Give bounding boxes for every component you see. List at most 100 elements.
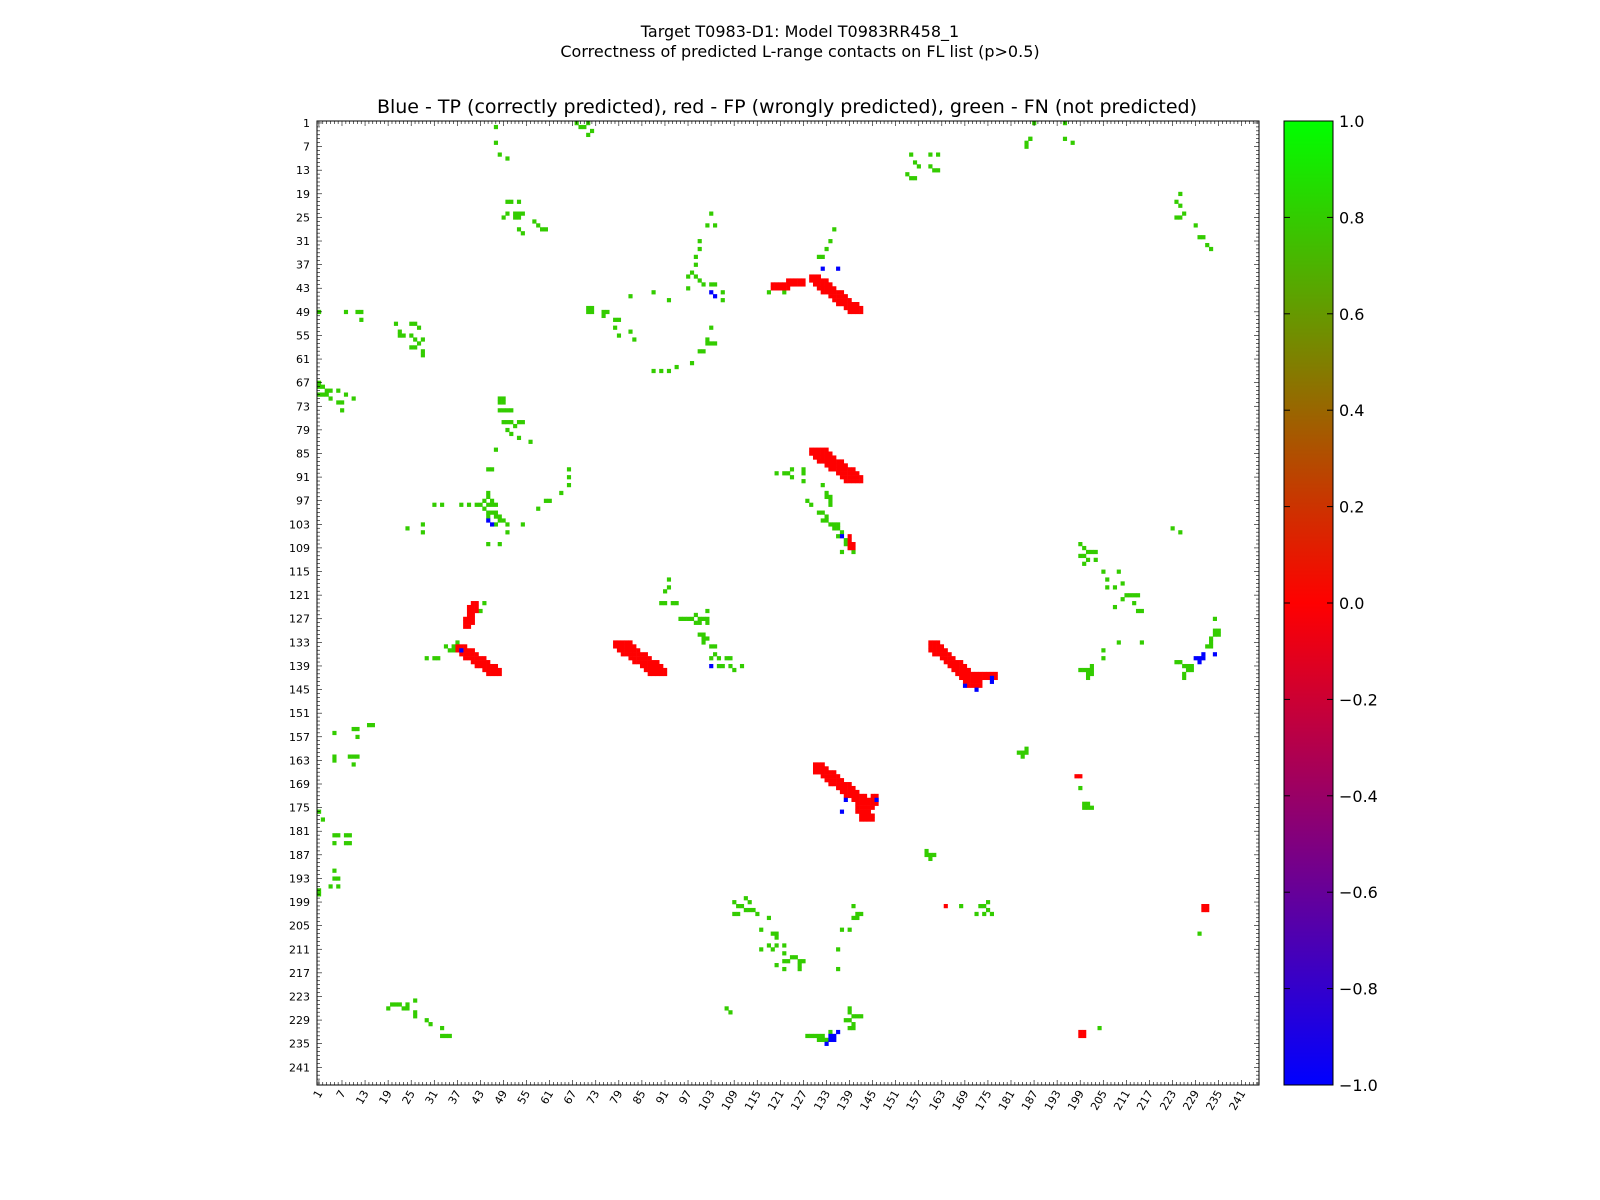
fn-cell <box>770 931 775 936</box>
fn-cell <box>732 911 737 917</box>
tp-cell <box>1197 660 1202 665</box>
fn-cell <box>693 274 698 279</box>
fn-cell <box>501 400 506 405</box>
fn-cell <box>513 211 518 216</box>
fp-cell <box>847 309 852 315</box>
fn-cell <box>859 1014 864 1019</box>
fn-cell <box>390 1002 395 1007</box>
fn-cell <box>509 408 514 413</box>
x-tick-label: 205 <box>1088 1088 1110 1113</box>
fn-cell <box>697 239 702 244</box>
fn-cell <box>324 388 329 393</box>
fp-cell <box>859 305 864 311</box>
fn-cell <box>982 911 987 917</box>
fp-cell <box>836 459 841 464</box>
fp-cell <box>797 278 802 283</box>
fp-cell <box>1078 1029 1083 1035</box>
fp-cell <box>839 294 845 299</box>
x-tick-label: 139 <box>834 1088 856 1113</box>
colorbar-tick-label: 0.8 <box>1339 208 1364 227</box>
y-tick-label: 115 <box>289 566 310 579</box>
fp-cell <box>986 675 991 681</box>
fp-cell <box>793 278 798 283</box>
fn-cell <box>912 176 918 181</box>
fn-cell <box>1132 593 1137 598</box>
fp-cell <box>986 671 991 677</box>
fn-cell <box>709 211 714 216</box>
fp-cell <box>466 620 472 625</box>
fp-cell <box>812 766 818 771</box>
fp-cell <box>828 774 833 779</box>
fn-cell <box>320 392 325 397</box>
fp-cell <box>855 801 860 806</box>
fp-cell <box>832 298 837 303</box>
fn-cell <box>701 632 706 637</box>
fp-cell <box>478 663 483 669</box>
fn-cell <box>1085 801 1091 806</box>
fp-cell <box>847 305 852 311</box>
fn-cell <box>355 754 360 759</box>
fp-cell <box>839 463 845 468</box>
fn-cell <box>1128 593 1133 598</box>
fn-cell <box>493 522 499 527</box>
x-tick-label: 157 <box>904 1088 926 1113</box>
fn-cell <box>1212 616 1217 621</box>
fn-cell <box>351 396 356 401</box>
fn-cell <box>905 172 910 177</box>
fp-cell <box>851 471 856 476</box>
fp-cell <box>843 479 848 484</box>
fn-cell <box>670 601 675 606</box>
fn-cell <box>705 636 710 641</box>
fp-cell <box>993 671 998 677</box>
fp-cell <box>836 785 841 791</box>
fp-cell <box>859 793 864 799</box>
fn-cell <box>451 648 456 653</box>
fp-cell <box>847 785 852 791</box>
fp-cell <box>970 683 975 688</box>
fp-cell <box>647 671 652 677</box>
fp-cell <box>839 467 845 472</box>
colorbar-tick-label: 0.4 <box>1339 401 1364 420</box>
fn-cell <box>386 1006 391 1011</box>
fp-cell <box>847 298 852 303</box>
fn-cell <box>739 663 745 669</box>
fn-cell <box>347 841 352 846</box>
fn-cell <box>1182 663 1187 669</box>
fn-cell <box>616 333 622 338</box>
fp-cell <box>643 656 648 661</box>
fn-cell <box>689 361 695 366</box>
fn-cell <box>343 841 349 846</box>
fp-cell <box>859 309 864 315</box>
fn-cell <box>797 959 802 964</box>
fn-cell <box>1216 628 1221 633</box>
fp-cell <box>459 652 464 657</box>
fp-cell <box>770 286 775 291</box>
fn-cell <box>820 254 825 260</box>
fp-cell <box>628 644 633 649</box>
fn-cell <box>847 927 852 932</box>
fp-cell <box>959 675 964 681</box>
fp-cell <box>824 451 829 456</box>
fn-cell <box>1189 663 1194 669</box>
fn-cell <box>974 911 979 917</box>
fp-cell <box>828 451 833 456</box>
fn-cell <box>705 223 710 228</box>
fn-cell <box>401 1006 406 1011</box>
fn-cell <box>986 900 991 905</box>
fn-cell <box>843 1018 848 1023</box>
fp-cell <box>801 278 806 283</box>
fp-cell <box>824 455 829 460</box>
tp-cell <box>836 266 841 271</box>
fn-cell <box>497 400 502 405</box>
fn-cell <box>324 392 329 397</box>
y-tick-label: 187 <box>289 849 310 862</box>
fn-cell <box>720 298 725 303</box>
fn-cell <box>493 502 499 507</box>
fp-cell <box>1082 1029 1087 1035</box>
fn-cell <box>936 152 941 157</box>
fp-cell <box>962 679 968 684</box>
fp-cell <box>951 667 956 673</box>
tp-cell <box>832 1037 837 1043</box>
fn-cell <box>1209 636 1214 641</box>
fn-cell <box>613 325 618 330</box>
